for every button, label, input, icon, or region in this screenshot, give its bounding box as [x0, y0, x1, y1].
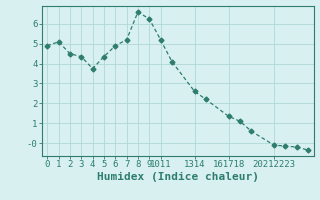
X-axis label: Humidex (Indice chaleur): Humidex (Indice chaleur)	[97, 172, 259, 182]
